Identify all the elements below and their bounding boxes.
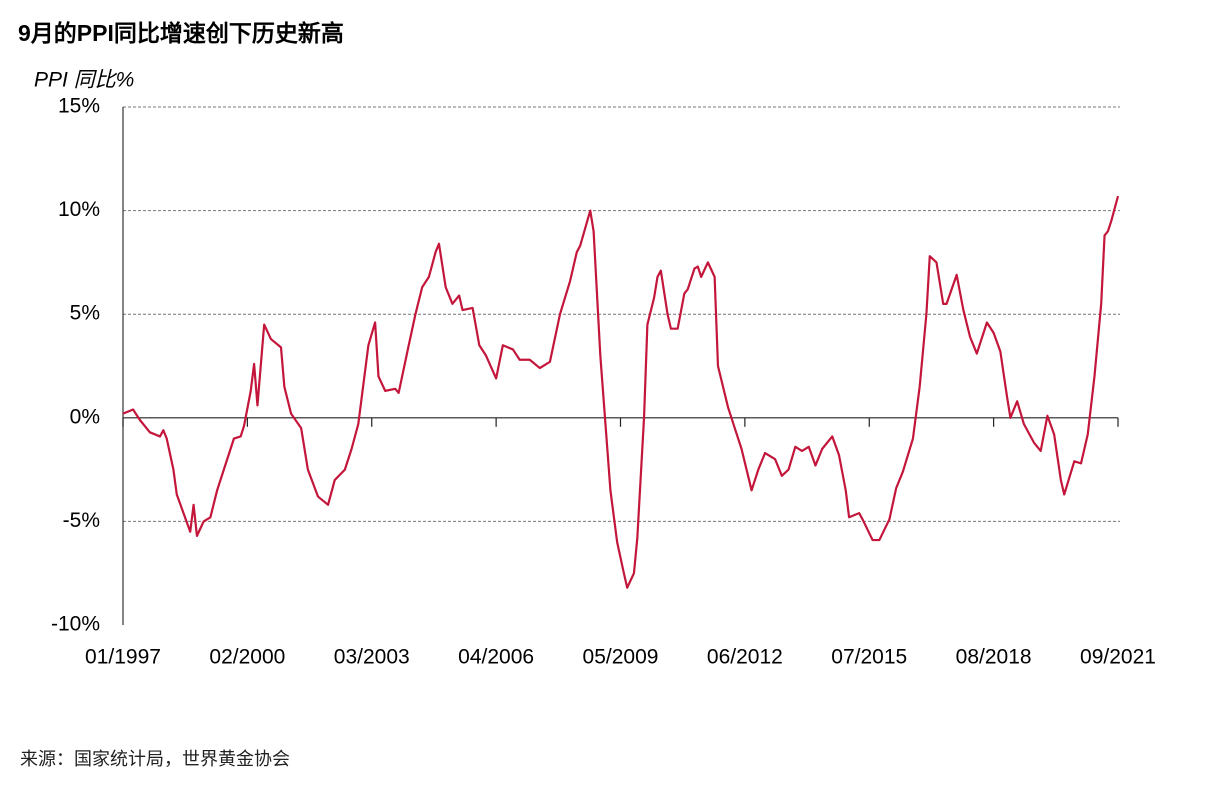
y-tick-label: -10% (51, 613, 100, 636)
x-tick-label: 04/2006 (458, 646, 534, 669)
x-tick-label: 01/1997 (85, 646, 161, 669)
data-line (122, 195, 1120, 589)
x-tick-label: 09/2021 (1080, 646, 1156, 669)
x-tick-label: 05/2009 (583, 646, 659, 669)
y-axis-label: PPI 同比% (34, 69, 134, 92)
x-tick-label: 03/2003 (334, 646, 410, 669)
y-tick-label: 10% (58, 198, 100, 221)
x-tick-label: 02/2000 (209, 646, 285, 669)
x-tick-label: 08/2018 (956, 646, 1032, 669)
x-tick-label: 06/2012 (707, 646, 783, 669)
y-tick-label: 0% (70, 405, 100, 428)
chart-title: 9月的PPI同比增速创下历史新高 (18, 20, 344, 46)
y-tick-label: -5% (63, 509, 100, 532)
x-tick-label: 07/2015 (831, 646, 907, 669)
source-note: 来源：国家统计局，世界黄金协会 (20, 749, 290, 769)
y-tick-label: 15% (58, 95, 100, 118)
y-tick-label: 5% (70, 302, 100, 325)
